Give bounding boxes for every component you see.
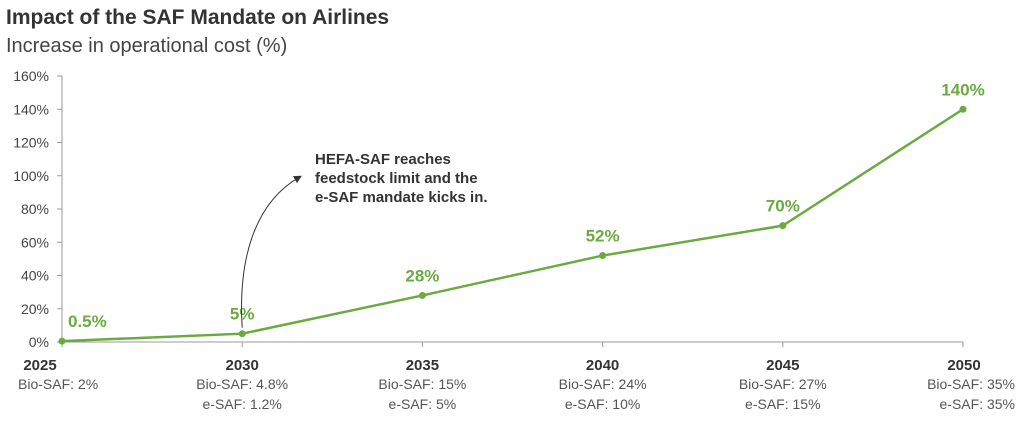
data-point [418, 291, 426, 299]
x-category-sublabel: Bio-SAF: 15% [378, 376, 466, 392]
x-tick-label: 2030 [226, 357, 259, 374]
x-tick-label: 2040 [586, 357, 619, 374]
data-label: 28% [405, 266, 439, 285]
series-line [61, 108, 964, 343]
x-category-sublabel: Bio-SAF: 35% [927, 376, 1015, 392]
data-point [58, 337, 66, 345]
annotation-text: feedstock limit and the [315, 170, 478, 187]
data-label: 0.5% [68, 312, 107, 331]
y-tick-label: 60% [21, 234, 49, 250]
y-tick-label: 0% [29, 334, 49, 350]
x-category-sublabel: Bio-SAF: 27% [739, 376, 827, 392]
x-category-sublabel: e-SAF: 15% [745, 396, 820, 412]
x-category-sublabel: e-SAF: 10% [565, 396, 640, 412]
x-category-sublabel: e-SAF: 1.2% [203, 396, 282, 412]
annotation-text: HEFA-SAF reaches [315, 151, 451, 168]
y-tick-label: 100% [13, 168, 49, 184]
data-label: 52% [586, 227, 620, 246]
y-tick-label: 140% [13, 101, 49, 117]
data-point [779, 222, 787, 230]
x-category-sublabel: e-SAF: 5% [389, 396, 457, 412]
y-tick-label: 80% [21, 201, 49, 217]
x-tick-label: 2035 [406, 357, 439, 374]
y-tick-label: 20% [21, 301, 49, 317]
y-tick-label: 160% [13, 68, 49, 84]
x-category-sublabel: Bio-SAF: 4.8% [196, 376, 288, 392]
data-label: 70% [766, 197, 800, 216]
y-tick-label: 120% [13, 135, 49, 151]
x-tick-label: 2025 [23, 357, 56, 374]
chart-title: Impact of the SAF Mandate on Airlines [6, 6, 390, 29]
x-tick-label: 2045 [766, 357, 799, 374]
y-tick-label: 40% [21, 268, 49, 284]
x-tick-label: 2050 [947, 357, 980, 374]
x-category-sublabel: e-SAF: 35% [940, 396, 1015, 412]
data-point [238, 330, 246, 338]
data-label: 140% [941, 80, 984, 99]
data-point [599, 252, 607, 260]
chart-subtitle: Increase in operational cost (%) [6, 35, 288, 57]
annotation-arrow [241, 175, 302, 328]
x-category-sublabel: Bio-SAF: 24% [559, 376, 647, 392]
annotation-text: e-SAF mandate kicks in. [315, 189, 488, 206]
x-category-sublabel: Bio-SAF: 2% [18, 376, 98, 392]
data-label: 5% [230, 305, 255, 324]
data-point [959, 105, 967, 113]
